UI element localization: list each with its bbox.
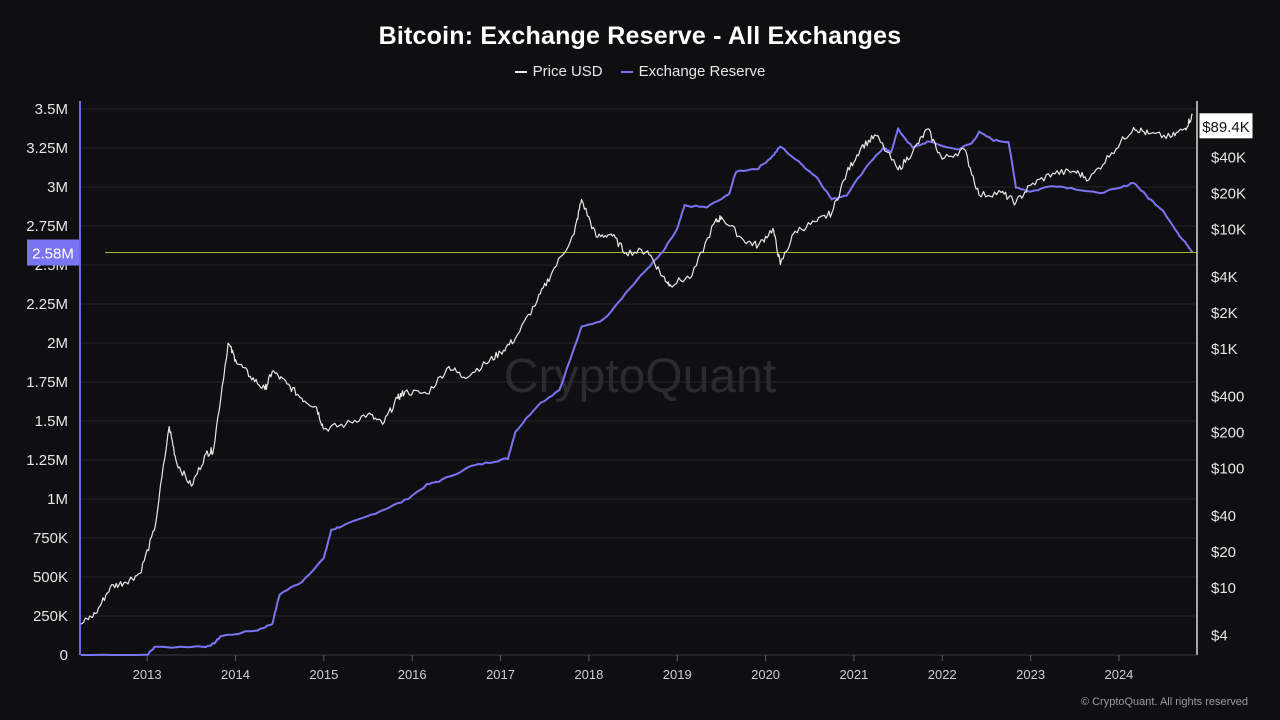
y-right-tick-label: $10K — [1211, 222, 1246, 239]
y-right-tick-label: $4 — [1211, 628, 1228, 645]
x-tick-label: 2023 — [1016, 667, 1045, 682]
y-left-tick-label: 3.5M — [35, 101, 68, 118]
y-right-tick-label: $2K — [1211, 305, 1238, 322]
x-tick-label: 2019 — [663, 667, 692, 682]
y-left-tick-label: 0 — [60, 647, 68, 664]
price-series-line[interactable] — [80, 113, 1193, 625]
chart-title: Bitcoin: Exchange Reserve - All Exchange… — [378, 22, 902, 50]
current-price-badge — [1198, 112, 1254, 140]
y-left-tick-label: 500K — [33, 569, 68, 586]
y-left-tick-label: 2.75M — [26, 218, 68, 235]
x-tick-label: 2013 — [133, 667, 162, 682]
y-right-tick-label: $100 — [1211, 461, 1244, 478]
y-left-tick-label: 3M — [47, 179, 68, 196]
legend-item-reserve[interactable]: Exchange Reserve — [620, 63, 766, 80]
x-tick-label: 2024 — [1104, 667, 1133, 682]
y-left-tick-label: 1.75M — [26, 374, 68, 391]
y-right-tick-label: $400 — [1211, 389, 1244, 406]
x-tick-label: 2016 — [398, 667, 427, 682]
legend-label-price: Price USD — [532, 63, 603, 80]
chart-legend: Price USD Exchange Reserve — [0, 63, 1280, 80]
x-tick-label: 2015 — [309, 667, 338, 682]
current-reserve-badge — [27, 239, 79, 266]
y-right-tick-label: $4K — [1211, 269, 1238, 286]
y-left-tick-label: 250K — [33, 608, 68, 625]
y-left-tick-label: 2.25M — [26, 296, 68, 313]
y-left-tick-label: 1.5M — [35, 413, 68, 430]
reserve-series-line[interactable] — [80, 127, 1194, 656]
copyright-footer: © CryptoQuant. All rights reserved — [1080, 696, 1248, 708]
legend-label-reserve: Exchange Reserve — [638, 63, 766, 80]
y-left-tick-label: 1.25M — [26, 452, 68, 469]
x-tick-label: 2017 — [486, 667, 515, 682]
x-tick-label: 2020 — [751, 667, 780, 682]
y-right-tick-label: $20K — [1211, 186, 1246, 203]
y-left-tick-label: 750K — [33, 530, 68, 547]
y-right-tick-label: $40 — [1211, 508, 1236, 525]
legend-item-price[interactable]: Price USD — [514, 63, 603, 80]
watermark: CryptoQuant — [504, 350, 776, 403]
x-tick-label: 2022 — [928, 667, 957, 682]
y-left-tick-label: 2M — [47, 335, 68, 352]
y-right-tick-label: $10 — [1211, 580, 1236, 597]
y-left-tick-label: 1M — [47, 491, 68, 508]
legend-swatch-reserve — [620, 70, 633, 73]
current-reserve-label: 2.58M — [32, 246, 74, 263]
x-tick-label: 2018 — [574, 667, 603, 682]
y-right-tick-label: $40K — [1211, 150, 1246, 167]
x-tick-label: 2014 — [221, 667, 250, 682]
y-right-tick-label: $200 — [1211, 425, 1244, 442]
legend-swatch-price — [514, 70, 527, 73]
current-price-label: $89.4K — [1202, 119, 1250, 136]
y-right-tick-label: $20 — [1211, 544, 1236, 561]
y-left-tick-label: 3.25M — [26, 140, 68, 157]
x-tick-label: 2021 — [839, 667, 868, 682]
y-right-tick-label: $1K — [1211, 341, 1238, 358]
